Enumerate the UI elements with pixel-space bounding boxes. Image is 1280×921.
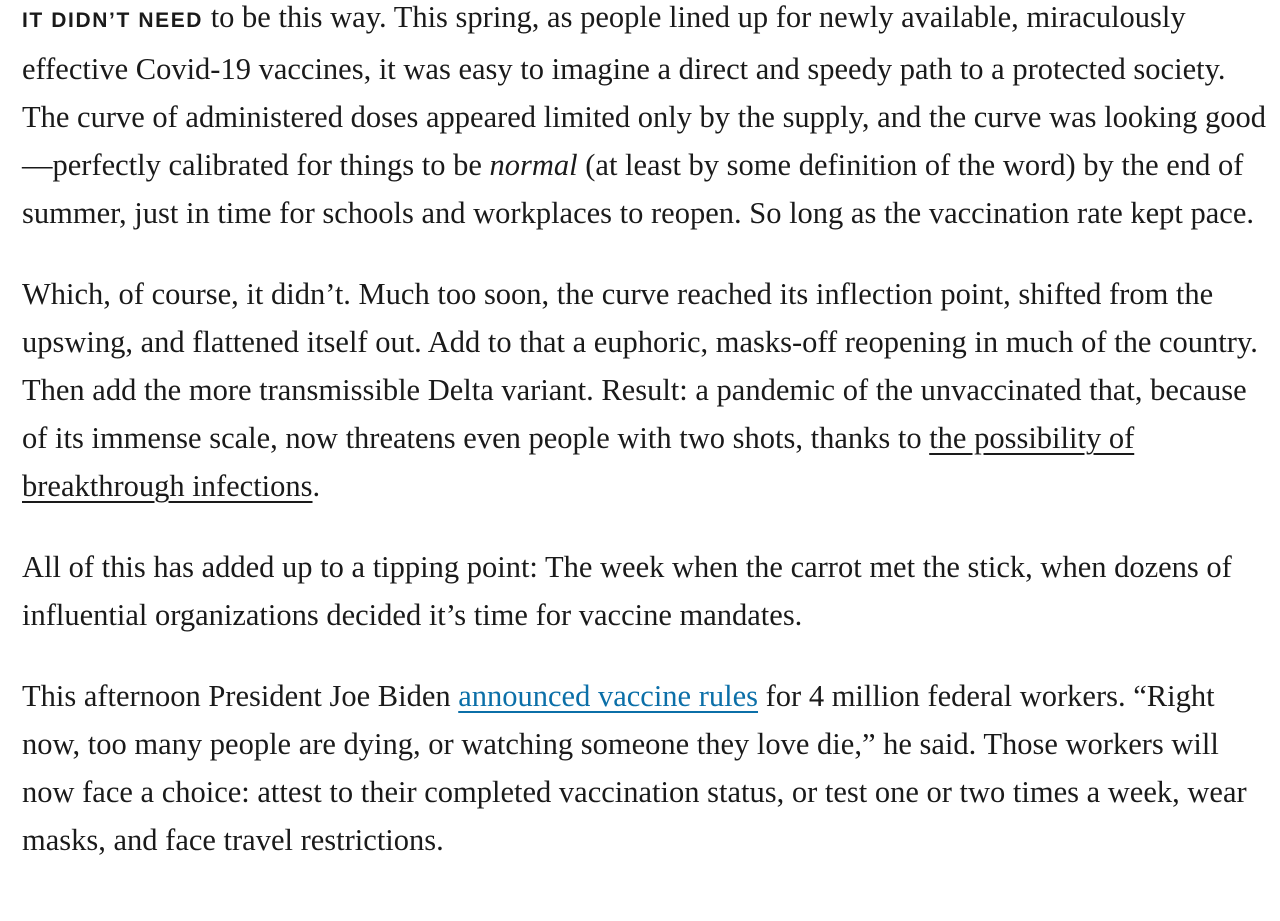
paragraph-1: IT DIDN’T NEED to be this way. This spri… (22, 0, 1272, 237)
paragraph-text: Which, of course, it didn’t. Much too so… (22, 277, 1258, 455)
breakthrough-infections-link[interactable]: the possibility of breakthrough infectio… (22, 421, 1135, 503)
paragraph-text: (at least by some definition of the word… (22, 148, 1254, 230)
emphasis-text: normal (489, 148, 578, 182)
paragraph-3: All of this has added up to a tipping po… (22, 543, 1272, 639)
paragraph-text: All of this has added up to a tipping po… (22, 550, 1232, 632)
paragraph-2: Which, of course, it didn’t. Much too so… (22, 270, 1272, 510)
lead-in: IT DIDN’T NEED (22, 9, 204, 32)
vaccine-rules-link[interactable]: announced vaccine rules (458, 679, 759, 713)
paragraph-text: to be this way. This spring, as people l… (22, 0, 1266, 182)
paragraph-text: . (312, 469, 321, 503)
paragraph-text: for 4 million federal workers. “Right no… (22, 679, 1247, 857)
paragraph-4: This afternoon President Joe Biden annou… (22, 672, 1272, 864)
paragraph-text: This afternoon President Joe Biden (22, 679, 459, 713)
article-body: IT DIDN’T NEED to be this way. This spri… (22, 0, 1272, 897)
